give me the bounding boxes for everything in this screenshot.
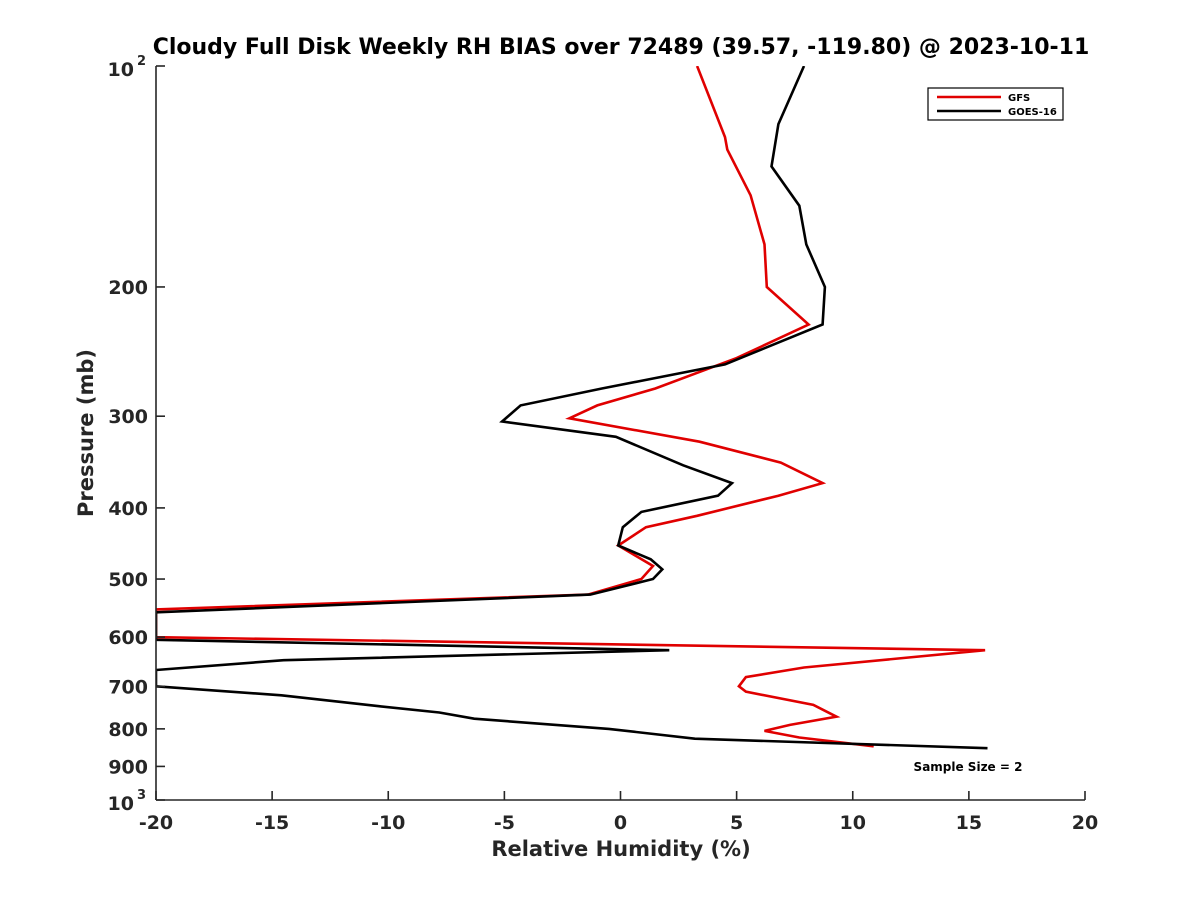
x-tick-label: -15 — [255, 812, 289, 834]
x-tick-label: 15 — [956, 812, 982, 834]
y-axis-label: Pressure (mb) — [74, 349, 98, 517]
y-tick-label: 700 — [108, 676, 148, 698]
y-tick-label: 800 — [108, 719, 148, 741]
plot-area — [156, 66, 988, 750]
y-tick-label: 900 — [108, 756, 148, 778]
legend: GFS GOES-16 — [927, 87, 1064, 121]
series-line-gfs — [156, 66, 986, 748]
y-tick-label: 600 — [108, 627, 148, 649]
sample-size-annotation: Sample Size = 2 — [914, 760, 1023, 774]
x-tick-label: 10 — [840, 812, 866, 834]
y-tick-label: 400 — [108, 498, 148, 520]
y-tick-label-exponent: 2 — [137, 54, 146, 69]
series-line-goes-16 — [156, 66, 988, 750]
legend-label: GOES-16 — [1008, 107, 1057, 118]
legend-label: GFS — [1008, 93, 1030, 104]
x-tick-label: 5 — [730, 812, 743, 834]
chart-title: Cloudy Full Disk Weekly RH BIAS over 724… — [153, 35, 1090, 60]
y-tick-label: 300 — [108, 406, 148, 428]
y-tick-label: 200 — [108, 277, 148, 299]
x-axis-label: Relative Humidity (%) — [491, 837, 750, 861]
y-tick-label-exponent: 3 — [137, 788, 146, 803]
x-tick-label: 0 — [614, 812, 627, 834]
x-tick-label: -20 — [139, 812, 173, 834]
x-tick-label: 20 — [1072, 812, 1098, 834]
y-tick-label: 10 2 — [108, 54, 146, 81]
x-tick-label: -10 — [371, 812, 405, 834]
y-tick-label-base: 10 — [108, 59, 134, 81]
x-tick-label: -5 — [494, 812, 515, 834]
y-tick-label: 500 — [108, 569, 148, 591]
legend-box — [927, 87, 1064, 121]
y-tick-label-base: 10 — [108, 793, 134, 815]
y-tick-label: 10 3 — [108, 788, 146, 815]
